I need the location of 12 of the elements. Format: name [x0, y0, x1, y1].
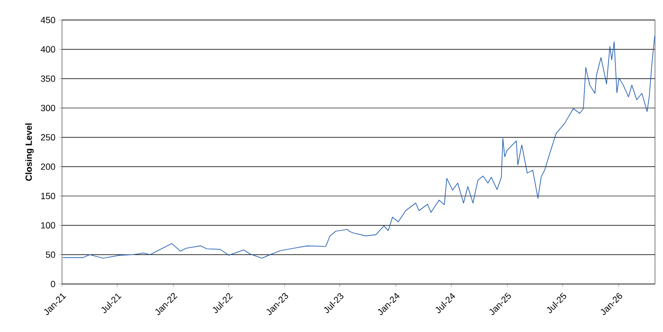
y-tick-label: 150: [41, 192, 56, 200]
y-tick-label: 300: [40, 104, 56, 112]
y-tick-label: 400: [40, 46, 56, 53]
y-tick-label: 100: [41, 222, 56, 229]
y-tick-label: 250: [40, 134, 56, 141]
y-tick-label: 350: [40, 75, 56, 82]
line-series: [62, 35, 656, 259]
y-tick-label: 450: [40, 16, 56, 24]
y-axis-title: Closing Level: [25, 123, 34, 181]
y-tick-label: 50: [46, 251, 56, 258]
y-tick-label: 200: [40, 163, 56, 170]
y-tick-label: 0: [50, 280, 56, 288]
